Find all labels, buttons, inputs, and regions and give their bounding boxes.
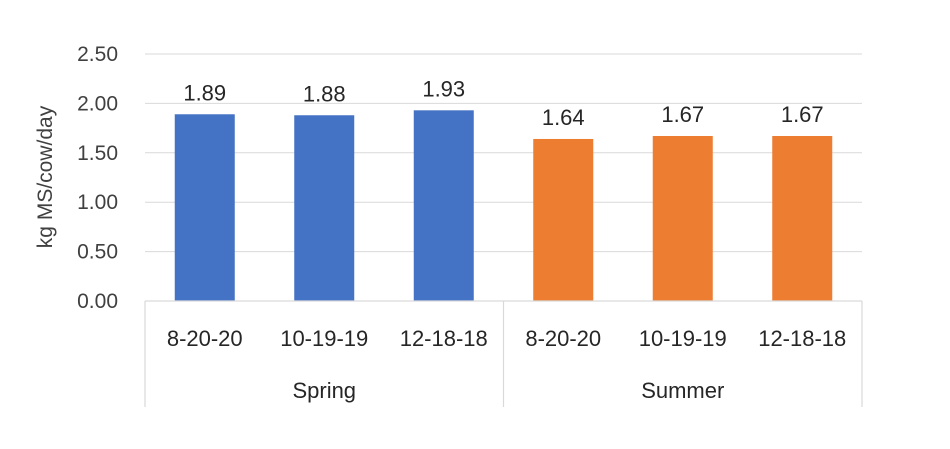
x-group-label: Spring (292, 378, 356, 403)
y-tick-label: 1.00 (77, 191, 118, 214)
data-label: 1.89 (183, 80, 226, 105)
data-label: 1.67 (781, 102, 824, 127)
bar (772, 136, 833, 301)
data-label: 1.93 (422, 76, 465, 101)
bar (652, 136, 713, 301)
x-category-label: 8-20-20 (525, 326, 601, 351)
data-label: 1.88 (303, 81, 346, 106)
x-category-label: 12-18-18 (758, 326, 846, 351)
data-labels: 1.89 1.88 1.93 1.64 1.67 1.67 (183, 76, 823, 130)
y-tick-label: 0.50 (77, 241, 118, 264)
bar (294, 115, 355, 301)
y-axis-ticks: 0.00 0.50 1.00 1.50 2.00 2.50 (77, 43, 118, 313)
y-axis-title: kg MS/cow/day (34, 105, 57, 248)
x-group-label: Summer (641, 378, 724, 403)
y-tick-label: 0.00 (77, 290, 118, 313)
gridlines (145, 53, 862, 253)
y-tick-label: 2.50 (77, 43, 118, 66)
data-label: 1.67 (661, 102, 704, 127)
y-tick-label: 1.50 (77, 142, 118, 165)
x-category-label: 12-18-18 (400, 326, 488, 351)
x-category-label: 10-19-19 (280, 326, 368, 351)
bar (174, 114, 235, 301)
x-category-label: 10-19-19 (639, 326, 727, 351)
x-axis: 8-20-20 10-19-19 12-18-18 Spring 8-20-20 10-1… (144, 300, 863, 407)
bars (174, 110, 833, 301)
data-label: 1.64 (542, 105, 585, 130)
y-tick-label: 2.00 (77, 92, 118, 115)
bar (413, 110, 474, 301)
bar (533, 138, 594, 301)
x-category-label: 8-20-20 (167, 326, 243, 351)
